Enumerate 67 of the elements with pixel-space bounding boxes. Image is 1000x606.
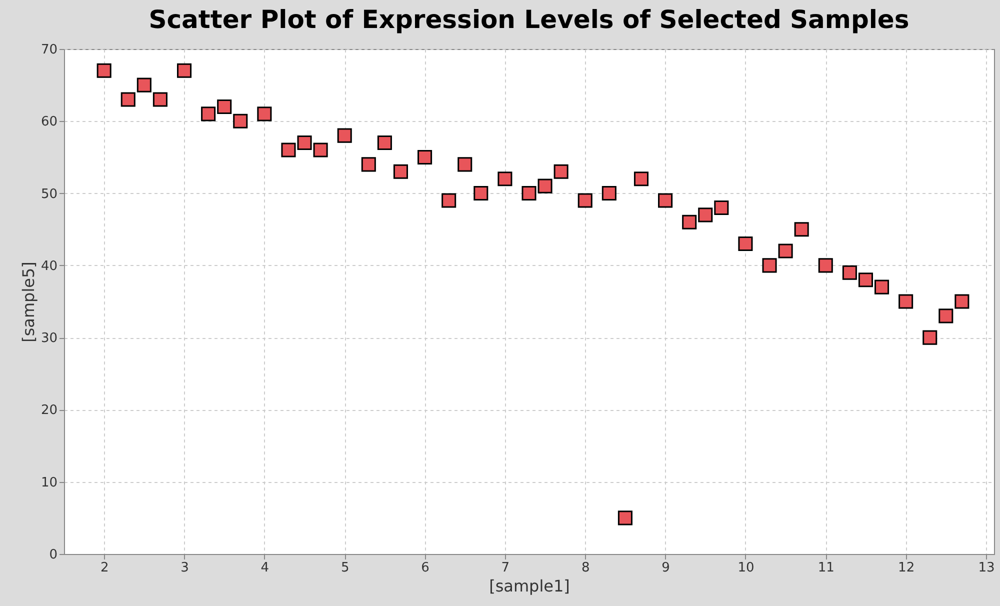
point bbox=[698, 208, 713, 222]
y-tick-label: 30 bbox=[40, 331, 58, 346]
point bbox=[418, 150, 432, 164]
x-tick-label: 7 bbox=[501, 560, 510, 576]
point bbox=[313, 142, 328, 158]
point bbox=[738, 236, 753, 252]
point bbox=[602, 186, 616, 201]
x-tick-label: 3 bbox=[180, 560, 189, 576]
point bbox=[393, 164, 408, 179]
point bbox=[474, 186, 488, 201]
point bbox=[217, 99, 232, 114]
point bbox=[96, 63, 112, 78]
point bbox=[281, 142, 296, 158]
point bbox=[682, 214, 697, 230]
point bbox=[337, 128, 352, 143]
point bbox=[818, 258, 833, 273]
y-tick-label: 50 bbox=[40, 186, 58, 202]
point bbox=[176, 63, 192, 78]
x-tick-label: 13 bbox=[978, 560, 995, 576]
point bbox=[201, 106, 216, 122]
point bbox=[442, 193, 456, 208]
y-tick-label: 0 bbox=[49, 548, 58, 562]
point bbox=[522, 186, 536, 201]
point bbox=[233, 114, 248, 128]
x-tick-label: 12 bbox=[898, 560, 915, 576]
point bbox=[297, 136, 312, 150]
point bbox=[498, 172, 512, 186]
point bbox=[714, 200, 729, 215]
x-tick-label: 11 bbox=[818, 560, 834, 576]
point bbox=[922, 330, 938, 345]
point bbox=[842, 265, 857, 280]
point bbox=[257, 106, 272, 122]
point bbox=[778, 244, 793, 258]
point bbox=[634, 172, 649, 186]
point bbox=[898, 294, 914, 309]
y-tick-label: 10 bbox=[40, 475, 58, 490]
x-tick-label: 10 bbox=[738, 560, 754, 576]
point bbox=[762, 258, 777, 273]
point bbox=[554, 164, 568, 179]
y-tick-label: 20 bbox=[40, 403, 58, 418]
y-axis-title: [sample5] bbox=[18, 262, 38, 342]
x-tick-label: 9 bbox=[662, 560, 670, 576]
point bbox=[618, 510, 632, 526]
y-tick-label: 70 bbox=[40, 42, 58, 58]
point bbox=[938, 308, 954, 324]
point bbox=[136, 78, 152, 92]
point bbox=[377, 136, 392, 150]
point bbox=[120, 92, 136, 107]
x-tick-label: 2 bbox=[100, 560, 109, 576]
x-tick-label: 6 bbox=[421, 560, 430, 576]
x-tick-label: 5 bbox=[340, 560, 350, 576]
point bbox=[794, 222, 809, 237]
chart-title: Scatter Plot of Expression Levels of Selected Samples bbox=[148, 5, 910, 34]
point bbox=[858, 272, 873, 288]
x-tick-label: 8 bbox=[581, 560, 590, 576]
point bbox=[658, 193, 673, 208]
point bbox=[458, 157, 472, 172]
point bbox=[954, 294, 970, 309]
point bbox=[152, 92, 168, 107]
point bbox=[578, 193, 592, 208]
x-axis-title: [sample1] bbox=[489, 576, 570, 596]
point bbox=[538, 178, 552, 194]
y-tick-label: 60 bbox=[40, 114, 58, 130]
x-tick-label: 4 bbox=[260, 560, 270, 576]
point bbox=[361, 157, 376, 172]
y-tick-label: 40 bbox=[40, 258, 58, 274]
point bbox=[874, 280, 890, 294]
